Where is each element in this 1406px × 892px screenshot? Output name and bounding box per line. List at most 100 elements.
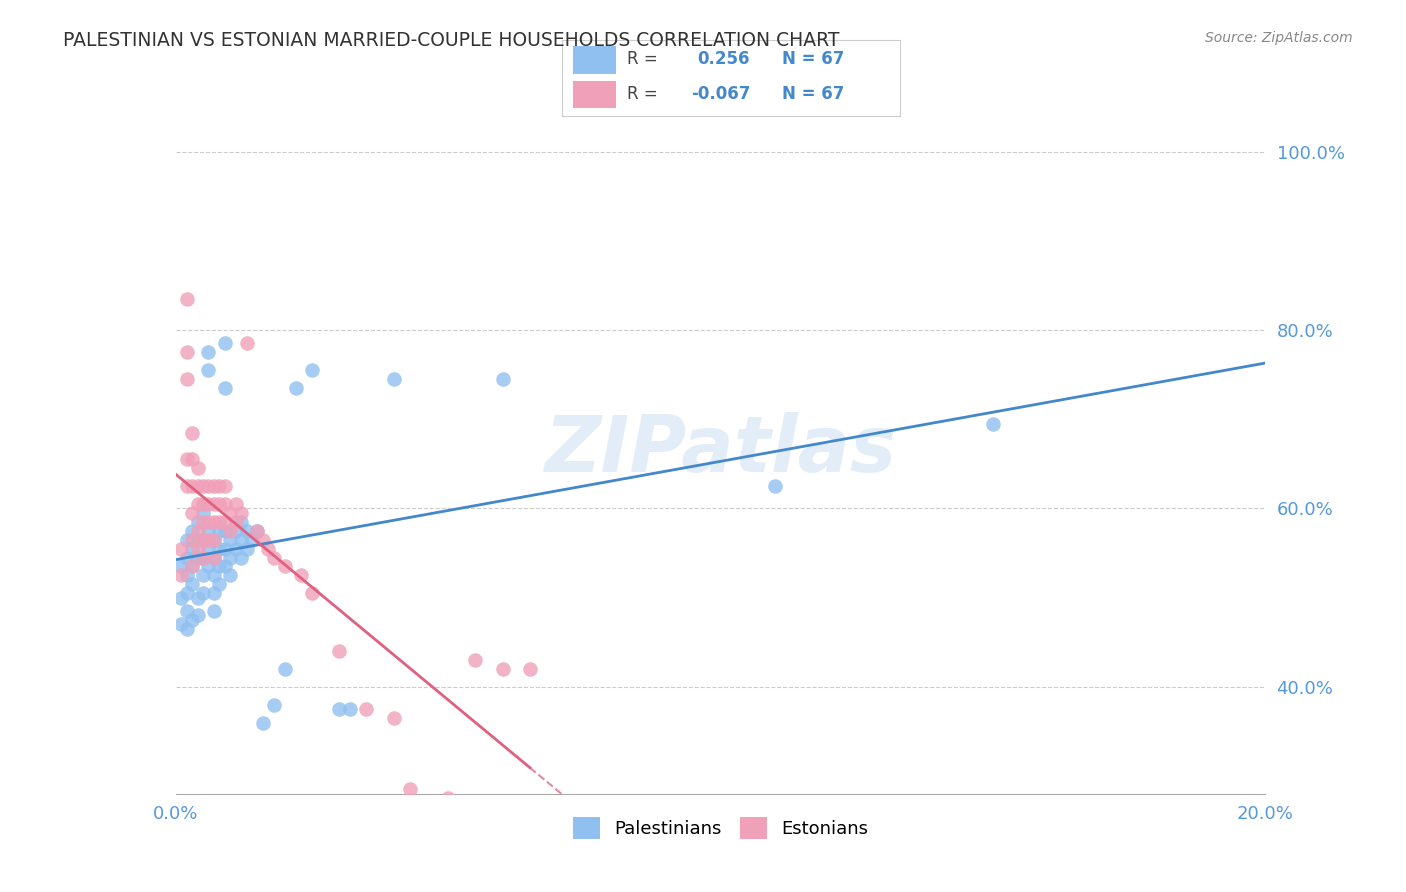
Point	[176, 452, 198, 467]
Point	[208, 497, 231, 511]
Point	[186, 541, 209, 556]
Point	[176, 533, 198, 547]
Point	[231, 550, 253, 565]
Point	[197, 541, 219, 556]
Point	[191, 497, 214, 511]
Point	[301, 363, 323, 377]
Point	[181, 559, 204, 574]
Point	[170, 591, 193, 605]
Text: -0.067: -0.067	[690, 85, 749, 103]
Point	[246, 524, 269, 538]
Point	[191, 506, 214, 520]
Point	[225, 541, 247, 556]
Bar	[572, 81, 616, 109]
Point	[176, 622, 198, 636]
Point	[186, 533, 209, 547]
Point	[202, 568, 225, 582]
Point	[186, 479, 209, 493]
Legend: Palestinians, Estonians: Palestinians, Estonians	[565, 810, 876, 847]
Point	[202, 533, 225, 547]
Point	[274, 559, 297, 574]
Point	[191, 515, 214, 529]
Point	[170, 559, 193, 574]
Point	[214, 524, 236, 538]
Point	[202, 497, 225, 511]
Point	[763, 479, 786, 493]
Point	[328, 644, 350, 658]
Point	[191, 586, 214, 600]
Point	[301, 586, 323, 600]
Point	[464, 653, 486, 667]
Point	[240, 533, 263, 547]
Point	[219, 533, 242, 547]
Point	[492, 662, 515, 676]
Point	[176, 479, 198, 493]
Point	[225, 497, 247, 511]
Point	[519, 662, 541, 676]
Text: R =: R =	[627, 51, 662, 69]
Point	[176, 345, 198, 359]
Point	[197, 345, 219, 359]
Point	[186, 524, 209, 538]
Point	[197, 479, 219, 493]
Point	[252, 715, 274, 730]
Bar	[572, 46, 616, 73]
Point	[219, 550, 242, 565]
Point	[214, 381, 236, 395]
Point	[181, 533, 204, 547]
Point	[208, 577, 231, 591]
Point	[202, 550, 225, 565]
Point	[170, 617, 193, 632]
Point	[214, 336, 236, 351]
Point	[191, 479, 214, 493]
Point	[246, 524, 269, 538]
Point	[176, 372, 198, 386]
Point	[208, 515, 231, 529]
Point	[202, 550, 225, 565]
Point	[186, 591, 209, 605]
Point	[339, 702, 361, 716]
Point	[252, 533, 274, 547]
Point	[186, 461, 209, 475]
Point	[214, 515, 236, 529]
Point	[202, 533, 225, 547]
Point	[214, 559, 236, 574]
Point	[382, 372, 405, 386]
Point	[197, 515, 219, 529]
Point	[176, 604, 198, 618]
Point	[225, 524, 247, 538]
Point	[214, 541, 236, 556]
Point	[186, 608, 209, 623]
Point	[202, 604, 225, 618]
Point	[492, 372, 515, 386]
Point	[197, 533, 219, 547]
Text: Source: ZipAtlas.com: Source: ZipAtlas.com	[1205, 31, 1353, 45]
Point	[219, 506, 242, 520]
Point	[197, 524, 219, 538]
Point	[170, 568, 193, 582]
Point	[202, 586, 225, 600]
Point	[181, 425, 204, 440]
Point	[202, 515, 225, 529]
Point	[197, 363, 219, 377]
Point	[208, 479, 231, 493]
Point	[176, 292, 198, 306]
Point	[181, 541, 204, 556]
Text: N = 67: N = 67	[782, 85, 844, 103]
Point	[219, 524, 242, 538]
Point	[170, 541, 193, 556]
Point	[181, 559, 204, 574]
Text: 0.256: 0.256	[697, 51, 749, 69]
Text: R =: R =	[627, 85, 662, 103]
Point	[186, 550, 209, 565]
Point	[981, 417, 1004, 431]
Point	[231, 506, 253, 520]
Point	[214, 497, 236, 511]
Point	[328, 702, 350, 716]
Point	[191, 550, 214, 565]
Point	[214, 479, 236, 493]
Point	[181, 577, 204, 591]
Point	[181, 524, 204, 538]
Point	[191, 568, 214, 582]
Point	[191, 550, 214, 565]
